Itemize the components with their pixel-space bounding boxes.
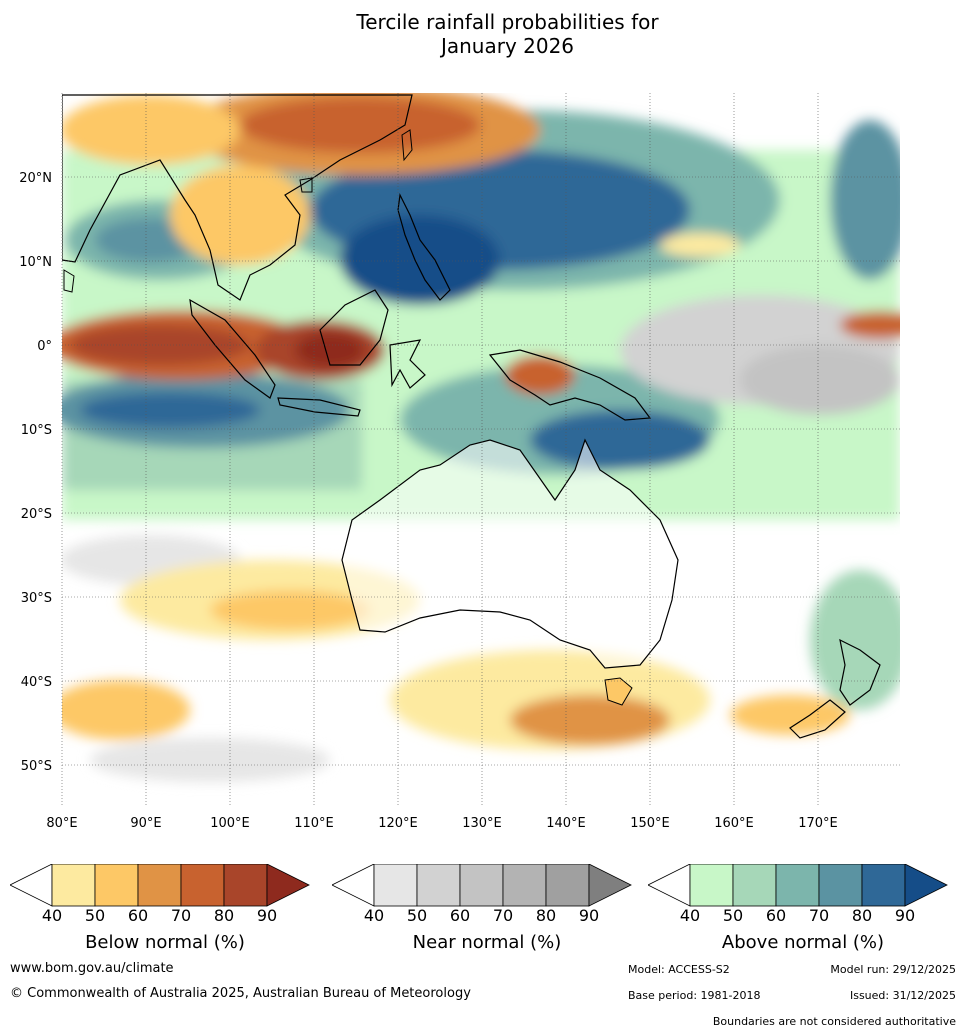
- hainan-coastline: [299, 177, 313, 193]
- colorbar-max-arrow: [588, 864, 632, 907]
- australia-coastline: [341, 438, 679, 669]
- colorbar-tick-label: 50: [406, 906, 428, 925]
- colorbar-segment: [861, 864, 906, 907]
- sri-lanka-coastline: [63, 269, 75, 293]
- lon-label: 160°E: [714, 816, 754, 831]
- lat-label: 10°N: [19, 255, 52, 270]
- lat-label: 40°S: [21, 675, 52, 690]
- map-title: Tercile rainfall probabilities for Janua…: [0, 10, 965, 58]
- forecast-field: [62, 93, 900, 807]
- colorbar-tick-label: 60: [127, 906, 149, 925]
- lon-label: 110°E: [294, 816, 334, 831]
- colorbar-segment: [416, 864, 461, 907]
- colorbar-tick-label: 40: [41, 906, 63, 925]
- colorbar-segment: [51, 864, 96, 907]
- lon-label: 80°E: [46, 816, 77, 831]
- colorbar-tick-label: 40: [679, 906, 701, 925]
- colorbar-tick-label: 80: [851, 906, 873, 925]
- colorbar-tick-label: 60: [449, 906, 471, 925]
- colorbar-max-arrow: [904, 864, 948, 907]
- lon-label: 170°E: [798, 816, 838, 831]
- colorbar-tick-label: 70: [170, 906, 192, 925]
- colorbar-segment: [689, 864, 734, 907]
- model-run-date: Model run: 29/12/2025: [830, 963, 956, 976]
- lon-label: 120°E: [378, 816, 418, 831]
- asia-coastline: [62, 94, 413, 301]
- colorbar-title: Above normal (%): [721, 932, 885, 953]
- colorbar-segment: [373, 864, 418, 907]
- sumatra-coastline: [189, 298, 276, 399]
- lat-label: 50°S: [21, 759, 52, 774]
- colorbar-tick-label: 70: [492, 906, 514, 925]
- sulawesi-coastline: [389, 339, 426, 389]
- colorbar-min-arrow: [332, 864, 375, 907]
- colorbar-tick-label: 70: [808, 906, 830, 925]
- boundaries-disclaimer: Boundaries are not considered authoritat…: [712, 1015, 956, 1028]
- model-name: Model: ACCESS-S2: [628, 963, 730, 976]
- lat-label: 20°S: [21, 507, 52, 522]
- colorbar-segment: [775, 864, 820, 907]
- new-guinea-coastline: [488, 349, 652, 421]
- colorbar-0: [10, 864, 310, 907]
- colorbar-tick-label: 60: [765, 906, 787, 925]
- title-line-1: Tercile rainfall probabilities for: [356, 10, 659, 34]
- new-zealand-coastline: [789, 638, 881, 739]
- colorbar-tick-label: 50: [84, 906, 106, 925]
- lon-label: 140°E: [546, 816, 586, 831]
- issued-date: Issued: 31/12/2025: [849, 989, 956, 1002]
- colorbar-segment: [545, 864, 590, 907]
- colorbar-segment: [137, 864, 182, 907]
- colorbar-segment: [459, 864, 504, 907]
- lat-label: 30°S: [21, 591, 52, 606]
- lon-label: 90°E: [130, 816, 161, 831]
- lat-label: 0°: [37, 339, 52, 354]
- colorbar-tick-label: 90: [894, 906, 916, 925]
- colorbar-segment: [732, 864, 777, 907]
- colorbar-max-arrow: [266, 864, 310, 907]
- taiwan-coastline: [401, 129, 413, 162]
- colorbar-segment: [818, 864, 863, 907]
- axis-labels: 20°N 10°N 0° 10°S 20°S 30°S 40°S 50°S 80°E 90°E 10…: [19, 171, 838, 831]
- copyright-text: © Commonwealth of Australia 2025, Austra…: [10, 986, 471, 1001]
- colorbar-title: Below normal (%): [85, 932, 245, 953]
- colorbar-tick-label: 90: [578, 906, 600, 925]
- colorbar-segment: [502, 864, 547, 907]
- colorbar-segment: [180, 864, 225, 907]
- colorbar-tick-label: 80: [213, 906, 235, 925]
- colorbar-tick-label: 40: [363, 906, 385, 925]
- colorbar-title: Near normal (%): [412, 932, 562, 953]
- base-period: Base period: 1981-2018: [628, 989, 761, 1002]
- colorbar-tick-label: 90: [256, 906, 278, 925]
- lat-label: 20°N: [19, 171, 52, 186]
- colorbar-min-arrow: [648, 864, 691, 907]
- colorbar-tick-label: 50: [722, 906, 744, 925]
- colorbar-tick-label: 80: [535, 906, 557, 925]
- tasmania-coastline: [604, 677, 633, 706]
- graticule: [61, 93, 900, 807]
- lon-label: 100°E: [210, 816, 250, 831]
- philippines-coastline: [397, 192, 451, 301]
- lat-label: 10°S: [21, 423, 52, 438]
- lon-label: 130°E: [462, 816, 502, 831]
- website-link[interactable]: www.bom.gov.au/climate: [10, 961, 174, 976]
- java-coastline: [277, 397, 361, 417]
- lon-label: 150°E: [630, 816, 670, 831]
- colorbar-segment: [94, 864, 139, 907]
- title-line-2: January 2026: [440, 34, 575, 58]
- colorbar-min-arrow: [10, 864, 53, 907]
- borneo-coastline: [319, 289, 389, 366]
- colorbar-segment: [223, 864, 268, 907]
- colorbar-2: [648, 864, 948, 907]
- colorbar-1: [332, 864, 632, 907]
